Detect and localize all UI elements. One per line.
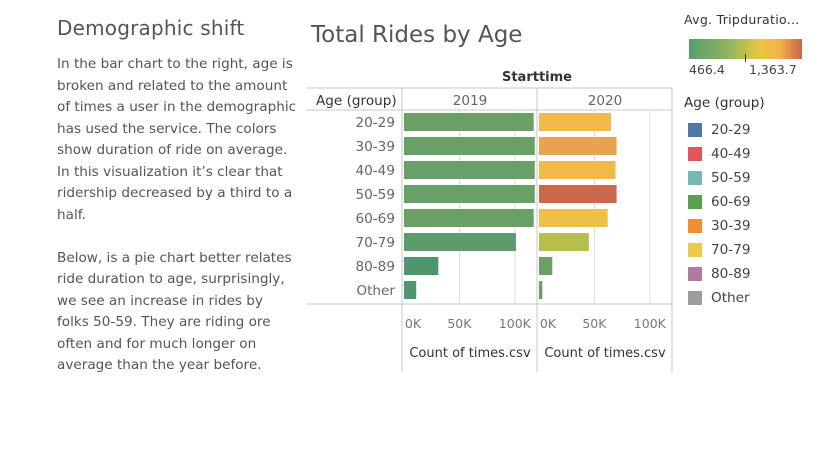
legend-swatch bbox=[688, 123, 702, 137]
bar-2020-70-79 bbox=[539, 233, 589, 251]
bar-2020-20-29 bbox=[539, 113, 612, 131]
bar-2019-30-39 bbox=[404, 137, 535, 155]
legend-label: 40-49 bbox=[711, 146, 751, 162]
chart-title: Total Rides by Age bbox=[311, 22, 523, 48]
legend-item-50-59[interactable]: 50-59 bbox=[688, 166, 751, 190]
gradient-tick bbox=[745, 54, 746, 62]
pane-header: 2019 bbox=[453, 93, 488, 109]
x-axis-label: Count of times.csv bbox=[544, 346, 666, 361]
x-tick-label: 0K bbox=[540, 316, 557, 331]
legend-label: 30-39 bbox=[711, 218, 751, 234]
x-tick-label: 100K bbox=[499, 316, 532, 331]
legend-label: 70-79 bbox=[711, 242, 751, 258]
gradient-max-label: 1,363.7 bbox=[749, 62, 797, 77]
x-tick-label: 50K bbox=[447, 316, 472, 331]
legend-label: 60-69 bbox=[711, 194, 751, 210]
category-label: Other bbox=[356, 283, 395, 299]
bar-2019-20-29 bbox=[404, 113, 534, 131]
legend-label: 80-89 bbox=[711, 266, 751, 282]
pane-header: 2020 bbox=[588, 93, 623, 109]
legend-swatch bbox=[688, 267, 702, 281]
legend-swatch bbox=[688, 243, 702, 257]
legend-item-70-79[interactable]: 70-79 bbox=[688, 238, 751, 262]
description-paragraph-1: In the bar chart to the right, age is br… bbox=[57, 56, 297, 223]
bar-2019-50-59 bbox=[404, 185, 535, 203]
legend-label: Other bbox=[711, 290, 750, 306]
category-label: 30-39 bbox=[355, 139, 395, 155]
category-label: 60-69 bbox=[355, 211, 395, 227]
category-label: 40-49 bbox=[355, 163, 395, 179]
age-legend-title: Age (group) bbox=[684, 95, 765, 111]
panel-heading: Demographic shift bbox=[57, 16, 245, 40]
bar-2019-70-79 bbox=[404, 233, 516, 251]
bar-2019-Other bbox=[404, 281, 417, 299]
column-header: Starttime bbox=[502, 70, 572, 85]
legend-item-other[interactable]: Other bbox=[688, 286, 751, 310]
category-label: 20-29 bbox=[355, 115, 395, 131]
bar-2019-80-89 bbox=[404, 257, 439, 275]
category-label: 50-59 bbox=[355, 187, 395, 203]
legend-item-80-89[interactable]: 80-89 bbox=[688, 262, 751, 286]
legend-item-60-69[interactable]: 60-69 bbox=[688, 190, 751, 214]
legend-item-40-49[interactable]: 40-49 bbox=[688, 142, 751, 166]
legend-swatch bbox=[688, 171, 702, 185]
x-tick-label: 50K bbox=[582, 316, 607, 331]
bar-2020-Other bbox=[539, 281, 543, 299]
color-gradient-bar bbox=[689, 39, 802, 59]
bar-2020-40-49 bbox=[539, 161, 616, 179]
gradient-min-label: 466.4 bbox=[689, 62, 725, 77]
row-header: Age (group) bbox=[316, 93, 397, 109]
legend-swatch bbox=[688, 291, 702, 305]
age-legend: 20-29 40-49 50-59 60-69 30-39 70-79 80-89 Other bbox=[688, 118, 751, 310]
legend-swatch bbox=[688, 195, 702, 209]
x-tick-label: 0K bbox=[405, 316, 422, 331]
legend-item-30-39[interactable]: 30-39 bbox=[688, 214, 751, 238]
bar-2020-30-39 bbox=[539, 137, 617, 155]
legend-label: 50-59 bbox=[711, 170, 751, 186]
legend-label: 20-29 bbox=[711, 122, 751, 138]
color-legend-title[interactable]: Avg. Tripduratio... bbox=[684, 12, 800, 27]
bar-2019-40-49 bbox=[404, 161, 535, 179]
x-axis-label: Count of times.csv bbox=[409, 346, 531, 361]
legend-swatch bbox=[688, 219, 702, 233]
legend-swatch bbox=[688, 147, 702, 161]
legend-item-20-29[interactable]: 20-29 bbox=[688, 118, 751, 142]
description-paragraph-2: Below, is a pie chart better relates rid… bbox=[57, 249, 292, 374]
bar-2020-80-89 bbox=[539, 257, 553, 275]
panel-description: In the bar chart to the right, age is br… bbox=[57, 54, 297, 377]
category-label: 80-89 bbox=[355, 259, 395, 275]
category-label: 70-79 bbox=[355, 235, 395, 251]
x-tick-label: 100K bbox=[634, 316, 667, 331]
bar-2019-60-69 bbox=[404, 209, 534, 227]
bar-2020-60-69 bbox=[539, 209, 608, 227]
bar-2020-50-59 bbox=[539, 185, 617, 203]
